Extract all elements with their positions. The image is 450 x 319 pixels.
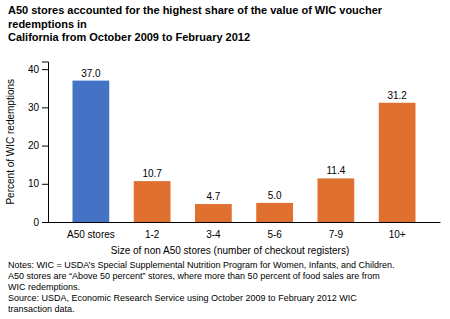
title-line-part: redemptions in (8, 18, 87, 30)
y-tick-mark (42, 184, 48, 185)
y-tick-label: 10 (28, 178, 40, 189)
x-tick: 1-2 (145, 229, 160, 240)
x-axis-line (49, 222, 441, 223)
bar (379, 103, 416, 222)
y-tick: 30 (28, 102, 48, 113)
bar (134, 181, 171, 222)
y-tick-mark (42, 146, 48, 147)
x-tick-label: 5-6 (267, 229, 282, 240)
data-label: 31.2 (387, 90, 407, 101)
chart: A50 stores accounted for the highest sha… (0, 0, 450, 319)
note-line: A50 stores are “Above 50 percent” stores… (8, 271, 380, 281)
plot: 0 10 20 30 40 A50 stores 1-2 3-4 5-6 7-9 10+ 37.0 10… (5, 62, 441, 256)
note-line: WIC redemptions. (8, 282, 80, 292)
bars (73, 81, 416, 222)
note-line-part: WIC redemptions. (8, 282, 80, 292)
bar (256, 203, 293, 222)
bar (318, 178, 355, 222)
title-line: A50 stores accounted for the highest sha… (8, 4, 385, 30)
title-line-part: A50 stores accounted for the highest sha… (8, 4, 385, 16)
y-tick: 0 (33, 217, 48, 228)
x-tick-label: 1-2 (145, 229, 160, 240)
data-label: 11.4 (327, 165, 346, 176)
note-line-part: A50 stores are “Above 50 percent” stores… (8, 271, 380, 281)
title-line: California from October 2009 to February… (8, 31, 250, 43)
x-tick-label: A50 stores (67, 229, 115, 240)
x-tick-label: 10+ (389, 229, 406, 240)
data-label: 10.7 (142, 168, 162, 179)
y-axis: 0 10 20 30 40 (28, 62, 49, 228)
x-tick-label: 7-9 (329, 229, 344, 240)
title: A50 stores accounted for the highest sha… (8, 4, 385, 43)
note-line: transaction data. (8, 304, 75, 314)
y-tick-mark (42, 222, 48, 223)
note-line-part: Source: USDA, Economic Research Service … (8, 293, 357, 303)
data-label: 5.0 (268, 190, 282, 201)
data-label: 4.7 (206, 191, 220, 202)
y-tick-label: 40 (28, 64, 40, 75)
note-line: Notes: WIC = USDA’s Special Supplemental… (8, 260, 394, 270)
y-tick-label: 30 (28, 102, 40, 113)
title-line-part: California from October 2009 to February… (8, 31, 250, 43)
note-line: Source: USDA, Economic Research Service … (8, 293, 357, 303)
y-tick-mark (42, 69, 48, 70)
x-tick-label: 3-4 (206, 229, 221, 240)
bar (73, 81, 110, 222)
data-label: 37.0 (81, 68, 101, 79)
y-tick: 40 (28, 64, 48, 75)
notes: Notes: WIC = USDA’s Special Supplemental… (8, 260, 394, 314)
y-tick-mark (42, 107, 48, 108)
data-labels: 37.0 10.7 4.7 5.0 11.4 31.2 (81, 68, 407, 202)
y-axis-title: Percent of WIC redemptions (5, 79, 16, 205)
note-line-part: Notes: WIC = USDA’s Special Supplemental… (8, 260, 394, 270)
x-tick: 7-9 (329, 229, 344, 240)
y-tick: 10 (28, 178, 48, 189)
y-tick-label: 20 (28, 140, 40, 151)
x-tick: 10+ (389, 229, 406, 240)
bar (195, 204, 232, 222)
y-tick: 20 (28, 140, 48, 151)
x-tick: A50 stores (67, 229, 115, 240)
note-line-part: transaction data. (8, 304, 75, 314)
x-axis-title: Size of non A50 stores (number of checko… (111, 245, 349, 256)
x-axis: A50 stores 1-2 3-4 5-6 7-9 10+ (49, 223, 441, 241)
x-tick: 3-4 (206, 229, 221, 240)
y-tick-label: 0 (33, 217, 39, 228)
y-axis-line (42, 62, 49, 223)
x-tick: 5-6 (267, 229, 282, 240)
